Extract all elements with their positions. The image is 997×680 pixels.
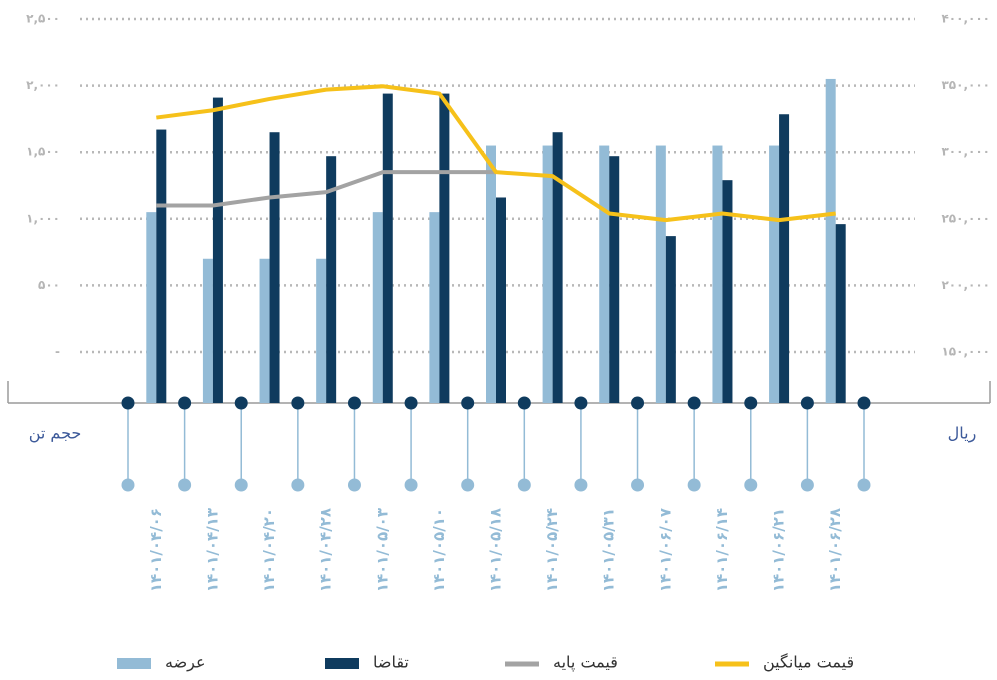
bar (382, 93, 393, 403)
bar (146, 212, 157, 403)
x-tick-label: ۱۴۰۱/۰۵/۰۳ (373, 508, 391, 592)
bar (552, 132, 563, 403)
bar (372, 212, 383, 403)
timeline-dot (404, 396, 418, 410)
bar (202, 258, 213, 403)
bar (326, 156, 337, 403)
x-tick-label: ۱۴۰۱/۰۴/۱۳ (203, 508, 221, 592)
timeline-dot (800, 396, 814, 410)
timeline-dot-light (800, 478, 814, 492)
x-tick-label: ۱۴۰۱/۰۴/۲۰ (260, 508, 278, 592)
timeline-dot-light (178, 478, 192, 492)
bar (486, 145, 496, 404)
bar (259, 258, 270, 403)
timeline-dot (857, 396, 871, 410)
timeline-dot (347, 396, 361, 410)
y2-tick-label: ۳۵۰,۰۰۰ (941, 78, 990, 92)
timeline-dot-light (574, 478, 588, 492)
x-tick-label: ۱۴۰۱/۰۵/۱۰ (430, 508, 448, 592)
bar (496, 197, 506, 403)
y2-tick-label: ۴۰۰,۰۰۰ (941, 12, 990, 26)
timeline-dot-light (121, 478, 135, 492)
timeline-dot-light (291, 478, 305, 492)
bar (429, 212, 440, 403)
timeline-dot (574, 396, 588, 410)
line (156, 84, 836, 223)
bar (542, 145, 553, 404)
timeline-dot (178, 396, 192, 410)
timeline-dot (517, 396, 531, 410)
legend-label: قیمت میانگین (763, 653, 854, 673)
legend-label: عرضه (165, 653, 206, 673)
y2-axis-label: ریال (948, 424, 977, 444)
bar (316, 258, 327, 403)
y-axis-label: حجم تن (29, 424, 82, 444)
timeline-dot-light (687, 478, 701, 492)
y2-tick-label: ۱۵۰,۰۰۰ (941, 345, 990, 359)
bar (609, 156, 620, 403)
timeline-dot (234, 396, 248, 410)
y-tick-label: ۲,۵۰۰ (26, 12, 60, 26)
bar (269, 132, 280, 403)
timeline-dot-light (234, 478, 248, 492)
timeline-dot (631, 396, 645, 410)
timeline-dot-light (631, 478, 645, 492)
timeline-dot (121, 396, 135, 410)
x-tick-label: ۱۴۰۱/۰۶/۲۸ (826, 508, 844, 592)
legend-swatch (325, 658, 359, 669)
y2-tick-label: ۲۰۰,۰۰۰ (941, 278, 990, 292)
bar (835, 224, 846, 403)
y2-tick-label: ۲۵۰,۰۰۰ (941, 211, 990, 225)
x-tick-label: ۱۴۰۱/۰۶/۰۷ (656, 508, 674, 592)
y-tick-label: ۵۰۰ (38, 278, 60, 292)
y-tick-label: ۱,۵۰۰ (26, 145, 60, 159)
bar (779, 114, 790, 403)
x-tick-label: ۱۴۰۱/۰۶/۱۴ (713, 508, 731, 592)
bar (156, 129, 167, 403)
y2-tick-label: ۳۰۰,۰۰۰ (941, 145, 990, 159)
y-tick-label: - (55, 345, 60, 359)
timeline-dot (744, 396, 758, 410)
x-tick-label: ۱۴۰۱/۰۴/۰۶ (147, 508, 165, 592)
timeline-dot-light (517, 478, 531, 492)
timeline-dot (291, 396, 305, 410)
bar (722, 180, 733, 403)
timeline-dot-light (744, 478, 758, 492)
timeline-dot (687, 396, 701, 410)
bar (665, 236, 676, 403)
legend-label: تقاضا (373, 653, 409, 672)
bar (212, 97, 223, 403)
x-tick-label: ۱۴۰۱/۰۵/۱۸ (487, 508, 505, 592)
y-tick-label: ۲,۰۰۰ (26, 78, 60, 92)
bar (655, 145, 666, 404)
bar (769, 145, 780, 404)
line (156, 170, 496, 208)
x-tick-label: ۱۴۰۱/۰۵/۳۱ (600, 508, 618, 592)
timeline-dot-light (461, 478, 475, 492)
y-tick-label: ۱,۰۰۰ (26, 211, 60, 225)
timeline-dot-light (404, 478, 418, 492)
legend-label: قیمت پایه (553, 653, 618, 673)
legend-swatch (117, 658, 151, 669)
x-tick-label: ۱۴۰۱/۰۴/۲۸ (317, 508, 335, 592)
timeline-dot-light (857, 478, 871, 492)
x-tick-label: ۱۴۰۱/۰۵/۲۴ (543, 508, 561, 592)
timeline-dot (461, 396, 475, 410)
timeline-dot-light (347, 478, 361, 492)
bar (712, 145, 723, 404)
bar (599, 145, 610, 404)
bar (825, 78, 836, 403)
bar (439, 93, 450, 403)
x-tick-label: ۱۴۰۱/۰۶/۲۱ (770, 508, 788, 592)
